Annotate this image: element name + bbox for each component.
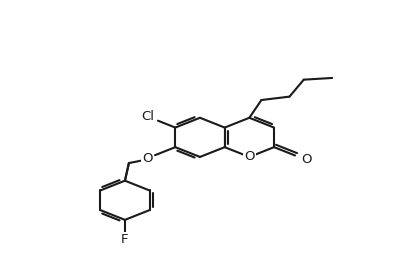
Text: O: O xyxy=(142,152,153,165)
Text: Cl: Cl xyxy=(141,110,154,123)
Text: F: F xyxy=(121,233,129,246)
Text: O: O xyxy=(244,150,255,163)
Text: O: O xyxy=(301,153,311,166)
